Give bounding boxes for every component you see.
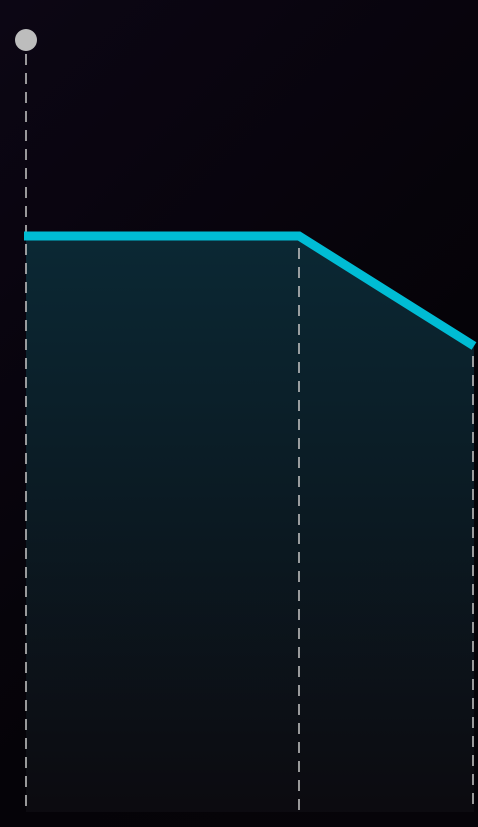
envelope-line[interactable] bbox=[24, 231, 477, 350]
drag-handle-icon[interactable] bbox=[15, 29, 37, 51]
envelope-fill-area bbox=[26, 236, 474, 812]
